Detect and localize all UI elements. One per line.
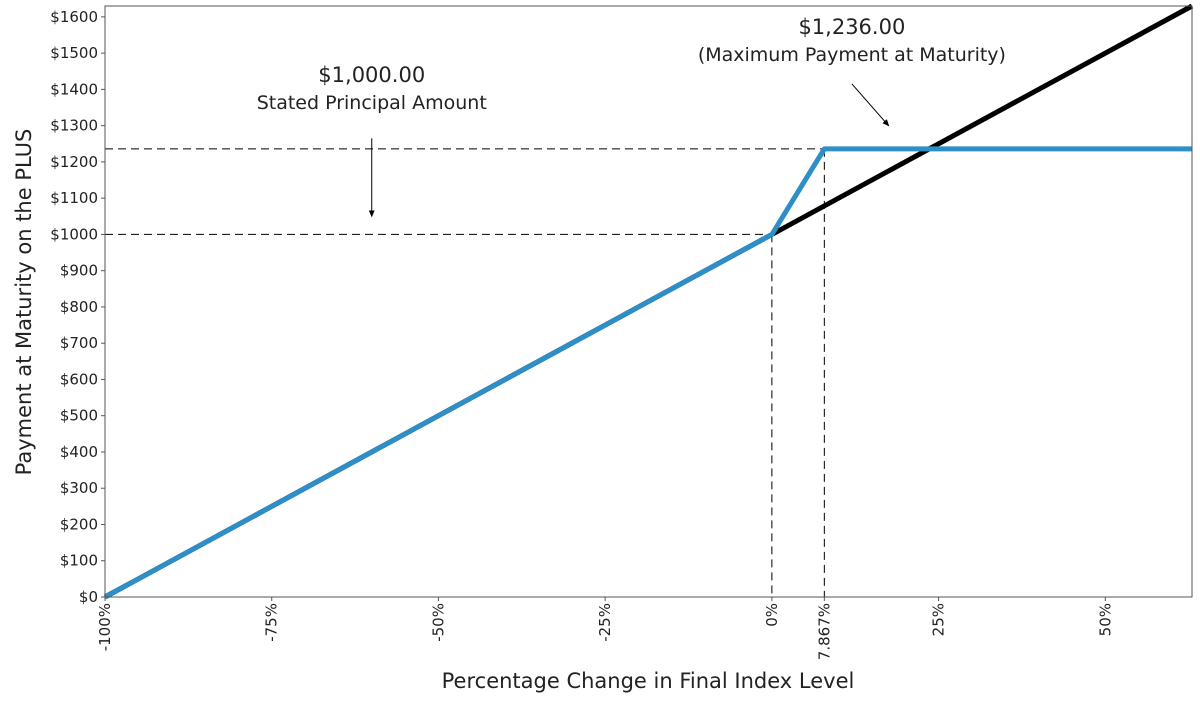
- y-tick-label: $1500: [50, 44, 98, 62]
- reference-lines: [105, 148, 825, 597]
- plus-payoff-line: [103, 146, 1192, 600]
- y-tick-label: $1400: [50, 80, 98, 98]
- maximum-value-label: $1,236.00: [798, 15, 905, 39]
- x-tick-label: 25%: [930, 603, 948, 636]
- y-tick-label: $300: [60, 479, 98, 497]
- x-tick-label: -75%: [263, 603, 281, 642]
- x-axis-title: Percentage Change in Final Index Level: [442, 669, 855, 693]
- plot-frame: [104, 5, 1193, 598]
- y-tick-label: $1600: [50, 8, 98, 26]
- y-tick-label: $200: [60, 515, 98, 533]
- y-tick-label: $500: [60, 407, 98, 425]
- y-tick-label: $0: [79, 588, 98, 606]
- x-tick-label: -100%: [96, 603, 114, 651]
- y-tick-label: $900: [60, 262, 98, 280]
- y-tick-label: $800: [60, 298, 98, 316]
- y-axis-title: Payment at Maturity on the PLUS: [12, 129, 36, 476]
- series-lines: [103, 3, 1194, 600]
- y-tick-label: $1300: [50, 117, 98, 135]
- y-tick-label: $1100: [50, 189, 98, 207]
- x-tick-label: 7.867%: [815, 603, 833, 660]
- y-tick-label: $100: [60, 552, 98, 570]
- principal-value-label: $1,000.00: [318, 63, 425, 87]
- x-axis: -100% -75% -50% -25% 0% 7.867% 25% 50%: [96, 597, 1114, 660]
- x-tick-label: 50%: [1096, 603, 1114, 636]
- y-tick-label: $1000: [50, 225, 98, 243]
- y-tick-label: $400: [60, 443, 98, 461]
- x-tick-label: 0%: [763, 603, 781, 627]
- y-tick-label: $600: [60, 370, 98, 388]
- x-tick-label: -50%: [429, 603, 447, 642]
- y-tick-label: $1200: [50, 153, 98, 171]
- y-axis: $0 $100 $200 $300 $400 $500 $600 $700 $800 $900 $1…: [50, 8, 105, 606]
- principal-text-label: Stated Principal Amount: [257, 92, 487, 114]
- annotations: $1,000.00 Stated Principal Amount $1,236.0…: [257, 15, 1006, 218]
- maximum-arrow: [851, 83, 890, 127]
- x-tick-label: -25%: [596, 603, 614, 642]
- y-tick-label: $700: [60, 334, 98, 352]
- maximum-text-label: (Maximum Payment at Maturity): [698, 44, 1006, 66]
